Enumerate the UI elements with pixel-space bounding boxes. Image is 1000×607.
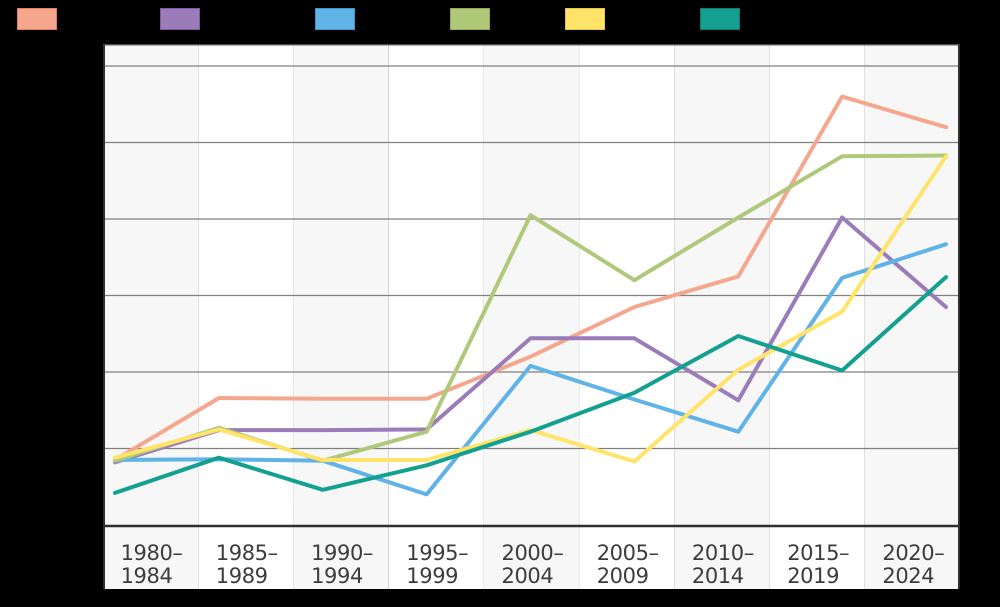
plot-band [293,45,389,589]
legend-swatch-green[interactable] [450,8,490,30]
plot-background-bands [103,45,960,589]
series-line-teal [113,275,948,495]
plot-band [579,45,675,589]
legend-swatch-yellow[interactable] [565,8,605,30]
plot-band [198,45,294,589]
plot-frame [103,45,960,589]
plot-band [103,45,199,589]
plot-band [674,45,770,589]
legend-swatch-salmon[interactable] [17,8,57,30]
x-tick-label: 2005– 2009 [597,541,659,588]
x-tick-label: 2000– 2004 [502,541,564,588]
x-axis-labels: 1980– 1984 1985– 1989 1990– 1994 1995– 1999 2000… [121,541,945,588]
plot-band [388,45,484,589]
series-line-purple [113,215,948,465]
x-tick-label: 1990– 1994 [311,541,373,588]
plot-band [483,45,580,589]
series-lines [113,94,948,497]
x-tick-label: 2010– 2014 [692,541,754,588]
x-tick-label: 1980– 1984 [121,541,183,588]
x-tick-label: 1995– 1999 [406,541,468,588]
series-line-salmon [113,94,948,462]
plot-band [864,45,960,589]
x-tick-label: 2020– 2024 [882,541,944,588]
gridlines [103,44,960,450]
x-tick-label: 1985– 1989 [216,541,278,588]
legend-swatch-purple[interactable] [160,8,200,30]
legend-swatch-teal[interactable] [700,8,740,30]
chart-legend [0,0,1000,38]
x-tick-label: 2015– 2019 [787,541,849,588]
legend-swatch-blue[interactable] [315,8,355,30]
